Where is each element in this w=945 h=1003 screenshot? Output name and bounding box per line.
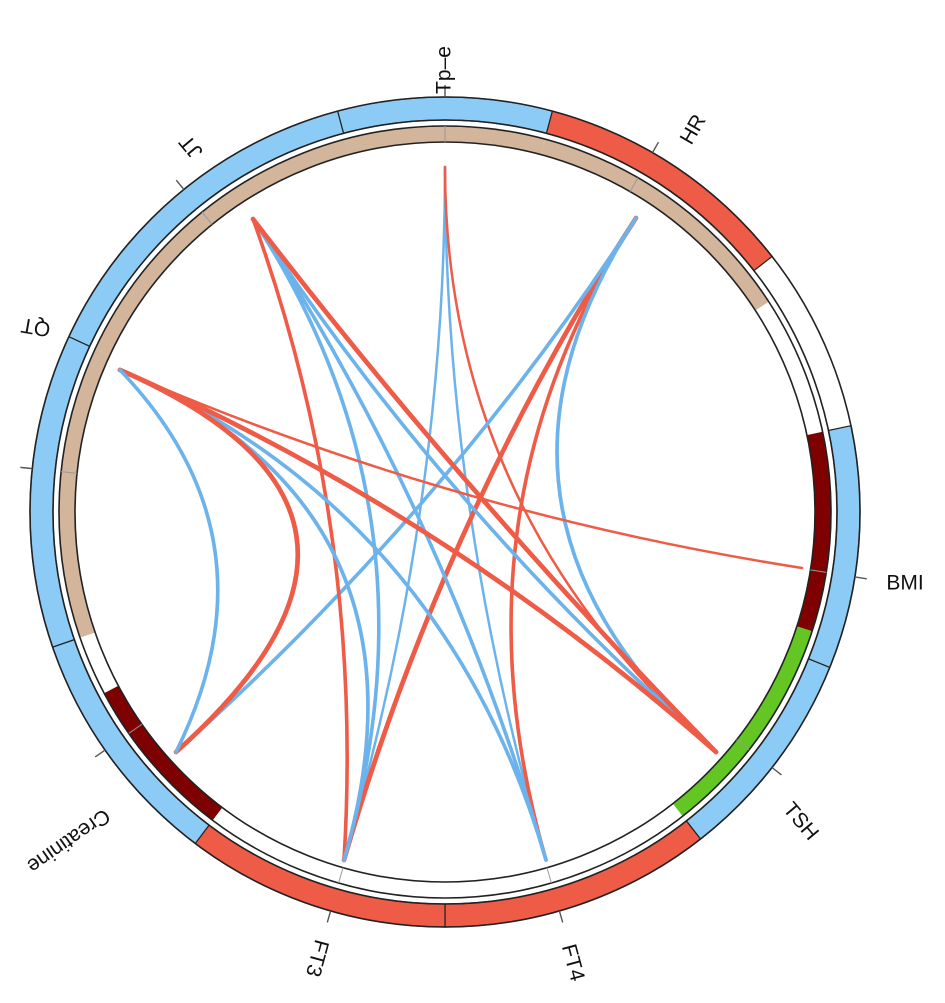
- node-label-tsh: TSH: [778, 798, 823, 845]
- tick-jt: [175, 179, 185, 190]
- inner-tick-ft3: [338, 867, 344, 884]
- inner-tick-hr: [629, 177, 639, 192]
- outer-segment-ft3: [194, 824, 446, 928]
- chord-jt-ft3: [251, 217, 381, 862]
- inner-segment-tsh: [672, 626, 813, 817]
- node-label-qt: QT: [19, 313, 52, 341]
- chord-jt-ft4: [251, 217, 548, 862]
- chord-tpe-ft4: [443, 165, 548, 862]
- chord-qt-creatinine: [117, 367, 301, 755]
- outer-segment-ft4: [444, 820, 702, 928]
- tick-ft3: [326, 910, 332, 923]
- tick-ft4: [558, 910, 564, 923]
- chord-tpe-ft3: [342, 165, 447, 862]
- node-label-hr: HR: [676, 111, 711, 149]
- node-ticks: [20, 85, 867, 923]
- chord-tpe-tsh: [443, 165, 718, 754]
- tick-hr: [651, 141, 660, 153]
- chord-qt-creatinine: [118, 368, 220, 754]
- tick-qt: [20, 466, 33, 470]
- node-label-ft4: FT4: [557, 942, 589, 984]
- chord-hr-ft3: [341, 215, 639, 863]
- inner-tick-creatinine: [128, 723, 143, 734]
- inner-tick-jt: [201, 211, 213, 225]
- inner-segment-hr: [540, 139, 769, 311]
- inner-tick-qt: [61, 471, 78, 474]
- chord-jt-tsh: [251, 217, 718, 754]
- node-label-ft3: FT3: [301, 937, 333, 979]
- inner-tick-bmi: [810, 569, 827, 573]
- tick-tsh: [771, 766, 782, 776]
- outer-ring-inner-outline: [52, 119, 838, 905]
- node-label-jt: JT: [175, 130, 208, 163]
- node-label-tpe: Tp–e: [433, 46, 456, 94]
- chord-links: [117, 165, 804, 863]
- inner-segment-bmi: [796, 431, 831, 632]
- chord-hr-ft4: [509, 216, 638, 862]
- tick-creatinine: [94, 749, 106, 758]
- chord-hr-creatinine: [174, 216, 638, 754]
- inner-tick-ft4: [546, 867, 552, 884]
- inner-segment-qt: [59, 348, 110, 638]
- tick-bmi: [854, 576, 867, 580]
- node-label-creatinine: Creatinine: [23, 804, 115, 878]
- chord-jt-tsh: [250, 216, 719, 755]
- chord-qt-bmi: [118, 368, 804, 570]
- node-label-bmi: BMI: [886, 572, 923, 595]
- chord-qt-tsh: [117, 367, 719, 755]
- inner-tick-tsh: [736, 739, 750, 751]
- inner-ring-inner-outline: [74, 141, 816, 883]
- chord-jt-ft3: [251, 217, 349, 862]
